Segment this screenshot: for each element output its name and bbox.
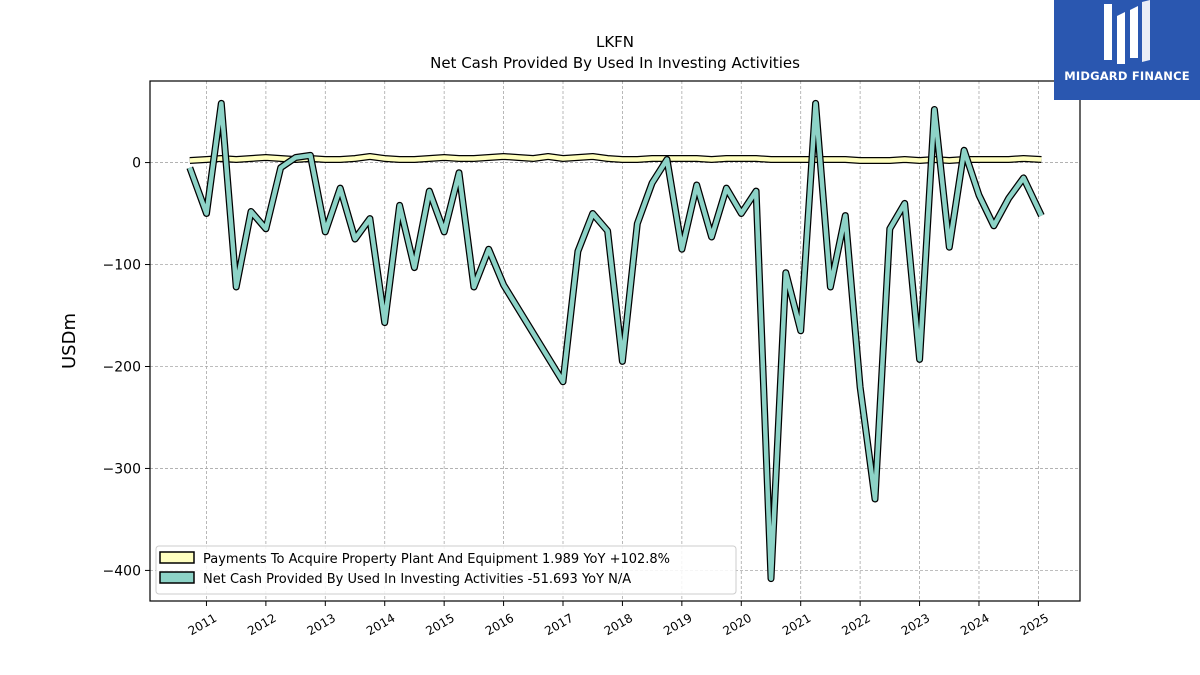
legend-label: Payments To Acquire Property Plant And E… — [203, 552, 670, 567]
legend-swatch — [159, 551, 195, 564]
legend-box — [155, 545, 737, 595]
y-tick-label: −200 — [103, 359, 141, 375]
y-tick-label: −300 — [103, 461, 141, 477]
series-layer — [186, 99, 1045, 583]
series-line — [189, 154, 1042, 163]
x-tick-label: 2025 — [1018, 611, 1051, 638]
x-tick-label: 2022 — [839, 611, 872, 638]
series-line-outline — [186, 99, 1045, 583]
legend-swatch — [159, 571, 195, 584]
x-tick-label: 2013 — [305, 611, 338, 638]
chart-title: LKFN — [596, 33, 634, 51]
x-tick-label: 2023 — [899, 611, 932, 638]
x-tick-label: 2016 — [483, 611, 516, 638]
series-line — [187, 101, 1044, 581]
plot-frame — [149, 80, 1081, 602]
series-1 — [189, 153, 1042, 164]
x-tick-label: 2011 — [186, 611, 219, 638]
x-tick-label: 2017 — [542, 611, 575, 638]
y-axis-label: USDm — [59, 313, 80, 369]
x-tick-label: 2018 — [602, 611, 635, 638]
x-tick-label: 2020 — [721, 611, 754, 638]
x-tick-label: 2015 — [423, 611, 456, 638]
x-tick-label: 2021 — [780, 611, 813, 638]
legend: Payments To Acquire Property Plant And E… — [155, 545, 737, 595]
series-2 — [186, 99, 1045, 583]
chart-subtitle: Net Cash Provided By Used In Investing A… — [430, 54, 800, 72]
x-tick-label: 2019 — [661, 611, 694, 638]
y-ticks: 0 −100 −200 −300 −400 — [103, 156, 150, 579]
y-tick-label: 0 — [132, 156, 141, 172]
x-tick-label: 2012 — [245, 611, 278, 638]
x-tick-label: 2024 — [958, 611, 991, 638]
y-tick-label: −100 — [103, 258, 141, 274]
x-ticks: 2011 2012 2013 2014 2015 2016 2017 2018 2019 2020… — [186, 601, 1051, 638]
y-tick-label: −400 — [103, 563, 141, 579]
legend-label: Net Cash Provided By Used In Investing A… — [203, 572, 631, 587]
x-tick-label: 2014 — [364, 611, 397, 638]
brand-name: MIDGARD FINANCE — [1064, 69, 1190, 83]
brand-mark-icon — [1104, 0, 1150, 64]
brand-logo: MIDGARD FINANCE — [1054, 0, 1200, 100]
